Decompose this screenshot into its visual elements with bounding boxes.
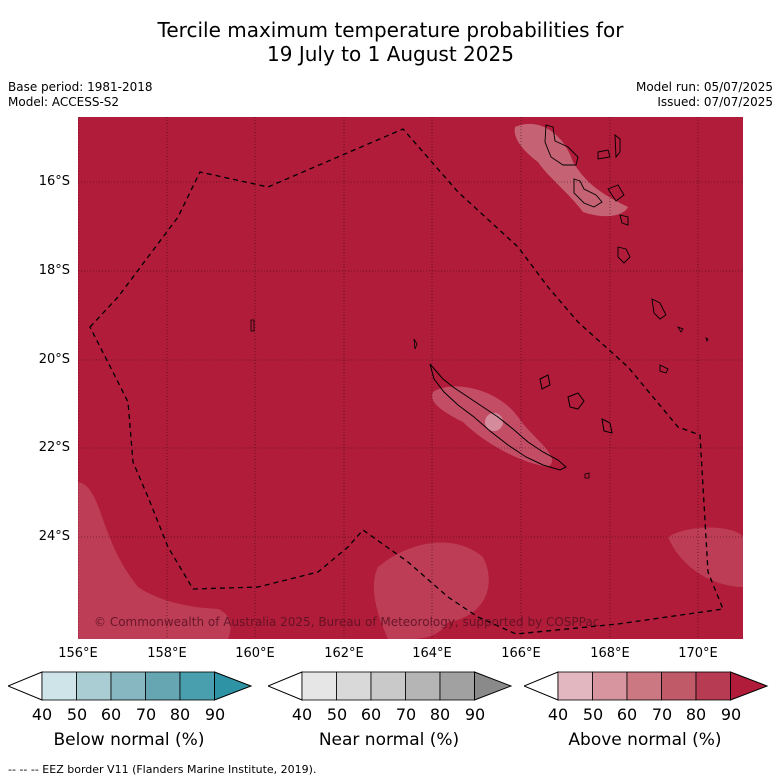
lon-label-168e: 168°E [590,646,630,661]
colorbar-0-segment-5 [214,671,253,701]
below-tick-90: 90 [204,705,226,724]
near-tick-50: 50 [326,705,348,724]
vanuatu-coastline [544,124,669,374]
islet-east [677,326,709,343]
near-normal-label: Near normal (%) [318,730,460,750]
islet-small [413,338,590,479]
title-line-1: Tercile maximum temperature probabilitie… [157,18,624,42]
base-period: Base period: 1981-2018 [8,80,153,94]
below-tick-80: 80 [169,705,191,724]
near-tick-80: 80 [429,705,451,724]
above-tick-90: 90 [720,705,742,724]
model-name: Model: ACCESS-S2 [8,95,120,109]
colorbar-above-normal [524,671,769,701]
colorbar-2-segment-5 [730,671,769,701]
above-normal-label: Above normal (%) [568,730,722,750]
patch-southeast [668,527,743,587]
patch-new-caledonia-core [485,413,503,431]
lon-label-156e: 156°E [58,646,98,661]
lon-label-166e: 166°E [501,646,541,661]
colorbar-0-segment-3 [145,671,181,701]
colorbar-2-segment-1 [592,671,628,701]
above-tick-80: 80 [685,705,707,724]
title-line-2: 19 July to 1 August 2025 [267,42,514,66]
lon-label-164e: 164°E [412,646,452,661]
above-tick-40: 40 [547,705,569,724]
eez-border [89,128,724,635]
colorbar-2-segment-0 [557,671,593,701]
loyalty-islands [539,374,613,434]
model-run: Model run: 05/07/2025 [635,80,773,94]
lon-label-170e: 170°E [678,646,718,661]
below-normal-label: Below normal (%) [53,730,205,750]
above-tick-70: 70 [651,705,673,724]
patch-vanuatu [514,123,628,217]
colorbar-1-segment-5 [474,671,513,701]
above-tick-50: 50 [582,705,604,724]
lat-label-22s: 22°S [38,440,70,455]
above-tick-60: 60 [616,705,638,724]
patch-south-center [373,542,489,639]
colorbar-1-segment-0 [301,671,337,701]
below-tick-40: 40 [31,705,53,724]
map-title: Tercile maximum temperature probabilitie… [0,18,781,66]
colorbar-0-segment-0 [41,671,77,701]
near-tick-60: 60 [360,705,382,724]
colorbar-1-segment-3 [405,671,441,701]
copyright-notice: © Commonwealth of Australia 2025, Bureau… [94,615,599,629]
colorbar-0-segment-4 [179,671,215,701]
near-tick-40: 40 [291,705,313,724]
lon-label-162e: 162°E [324,646,364,661]
colorbar-2-segment-2 [626,671,662,701]
colorbar-1-segment-4 [439,671,475,701]
colorbar-near-normal [268,671,513,701]
lat-label-16s: 16°S [38,174,70,189]
below-tick-70: 70 [135,705,157,724]
colorbar-1-segment-1 [336,671,372,701]
eez-legend-footer: -- -- -- EEZ border V11 (Flanders Marine… [8,763,317,776]
below-tick-50: 50 [66,705,88,724]
below-tick-60: 60 [100,705,122,724]
islet-west [250,319,255,332]
colorbar-0-segment-2 [110,671,146,701]
map-panel[interactable]: © Commonwealth of Australia 2025, Bureau… [78,117,743,639]
meta-left: Base period: 1981-2018 Model: ACCESS-S2 [8,80,153,110]
issued-date: Issued: 07/07/2025 [657,95,773,109]
colorbar-below-normal [8,671,253,701]
new-caledonia-coastline [429,363,567,471]
patch-southwest [78,482,231,639]
lat-label-20s: 20°S [38,352,70,367]
grid-lines [78,117,743,639]
meta-right: Model run: 05/07/2025 Issued: 07/07/2025 [636,80,773,110]
colorbar-0-segment-1 [76,671,112,701]
lat-label-24s: 24°S [38,529,70,544]
colorbar-2-segment-4 [695,671,731,701]
lon-label-160e: 160°E [235,646,275,661]
lon-label-158e: 158°E [147,646,187,661]
lat-label-18s: 18°S [38,263,70,278]
colorbar-1-segment-2 [370,671,406,701]
near-tick-70: 70 [395,705,417,724]
colorbar-2-segment-3 [661,671,697,701]
near-tick-90: 90 [464,705,486,724]
